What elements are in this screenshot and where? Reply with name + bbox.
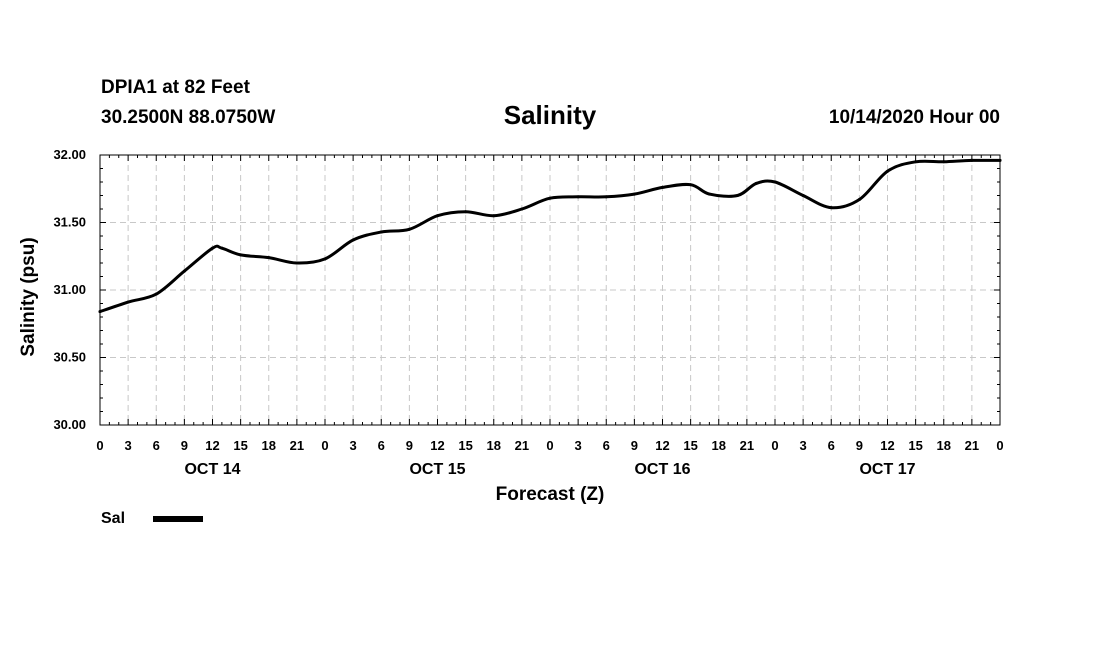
y-tick-label: 31.50 <box>53 215 86 230</box>
data-point <box>886 169 889 173</box>
y-axis-title: Salinity (psu) <box>18 237 39 356</box>
data-point <box>998 158 1002 162</box>
data-point <box>379 230 383 234</box>
data-point <box>520 207 524 211</box>
x-day-label: OCT 17 <box>859 461 915 478</box>
legend: Sal <box>101 510 204 528</box>
data-point <box>548 196 552 200</box>
x-tick-label: 6 <box>378 438 385 453</box>
x-tick-label: 9 <box>631 438 638 453</box>
x-tick-label: 12 <box>205 438 219 453</box>
data-point <box>942 160 946 164</box>
data-point <box>754 181 758 185</box>
data-point <box>126 300 130 304</box>
x-tick-label: 21 <box>515 438 529 453</box>
data-point <box>407 227 411 231</box>
chart-title: Salinity <box>503 100 597 130</box>
data-point <box>576 195 580 199</box>
data-point <box>632 192 636 196</box>
data-point <box>98 310 102 314</box>
legend-line-swatch <box>153 516 204 522</box>
data-point <box>267 256 271 260</box>
data-point <box>857 198 861 202</box>
x-tick-label: 18 <box>712 438 726 453</box>
x-tick-label: 0 <box>771 438 778 453</box>
x-tick-label: 15 <box>233 438 247 453</box>
x-tick-label: 18 <box>937 438 951 453</box>
x-tick-label: 12 <box>655 438 669 453</box>
data-point <box>154 292 158 296</box>
x-tick-label: 6 <box>153 438 160 453</box>
x-tick-label: 18 <box>487 438 501 453</box>
x-tick-label: 12 <box>880 438 894 453</box>
x-day-label: OCT 14 <box>184 461 240 478</box>
station-label: DPIA1 at 82 Feet <box>101 77 250 98</box>
data-point <box>239 253 243 257</box>
forecast-datetime: 10/14/2020 Hour 00 <box>828 107 1000 128</box>
data-point <box>211 246 214 250</box>
x-tick-label: 3 <box>800 438 807 453</box>
x-tick-label: 9 <box>406 438 413 453</box>
data-point <box>323 257 327 261</box>
x-tick-label: 9 <box>181 438 188 453</box>
x-tick-label: 12 <box>430 438 444 453</box>
x-tick-label: 21 <box>740 438 754 453</box>
x-tick-label: 6 <box>828 438 835 453</box>
x-tick-label: 21 <box>290 438 304 453</box>
data-point <box>736 194 739 197</box>
x-tick-label: 0 <box>546 438 553 453</box>
x-tick-label: 3 <box>125 438 132 453</box>
x-tick-label: 0 <box>96 438 103 453</box>
x-tick-label: 3 <box>575 438 582 453</box>
coordinates-label: 30.2500N 88.0750W <box>101 107 276 128</box>
x-axis-title: Forecast (Z) <box>496 484 605 505</box>
x-tick-label: 0 <box>321 438 328 453</box>
legend-label: Sal <box>101 510 126 527</box>
data-point <box>689 183 693 187</box>
y-tick-label: 31.00 <box>53 282 86 297</box>
x-tick-label: 3 <box>350 438 357 453</box>
x-tick-label: 15 <box>458 438 472 453</box>
x-day-label: OCT 15 <box>409 461 465 478</box>
data-point <box>464 210 468 214</box>
data-point <box>801 194 805 197</box>
data-point <box>436 214 439 218</box>
x-tick-label: 0 <box>996 438 1003 453</box>
x-tick-label: 9 <box>856 438 863 453</box>
x-tick-label: 15 <box>908 438 922 453</box>
data-point <box>707 192 711 196</box>
x-tick-label: 6 <box>603 438 610 453</box>
data-point <box>220 246 224 250</box>
x-tick-label: 15 <box>683 438 697 453</box>
data-point <box>970 158 974 162</box>
data-point <box>604 195 608 199</box>
y-tick-label: 32.00 <box>53 147 86 162</box>
data-point <box>295 261 299 265</box>
x-tick-label: 18 <box>262 438 276 453</box>
data-point <box>914 160 918 164</box>
data-point <box>351 238 355 242</box>
y-tick-label: 30.50 <box>53 350 86 365</box>
data-point <box>829 206 833 210</box>
data-point <box>182 269 186 273</box>
y-tick-label: 30.00 <box>53 417 86 432</box>
x-tick-label: 21 <box>965 438 979 453</box>
x-day-label: OCT 16 <box>634 461 690 478</box>
data-point <box>661 185 664 189</box>
data-point <box>773 180 777 184</box>
data-point <box>492 214 496 218</box>
